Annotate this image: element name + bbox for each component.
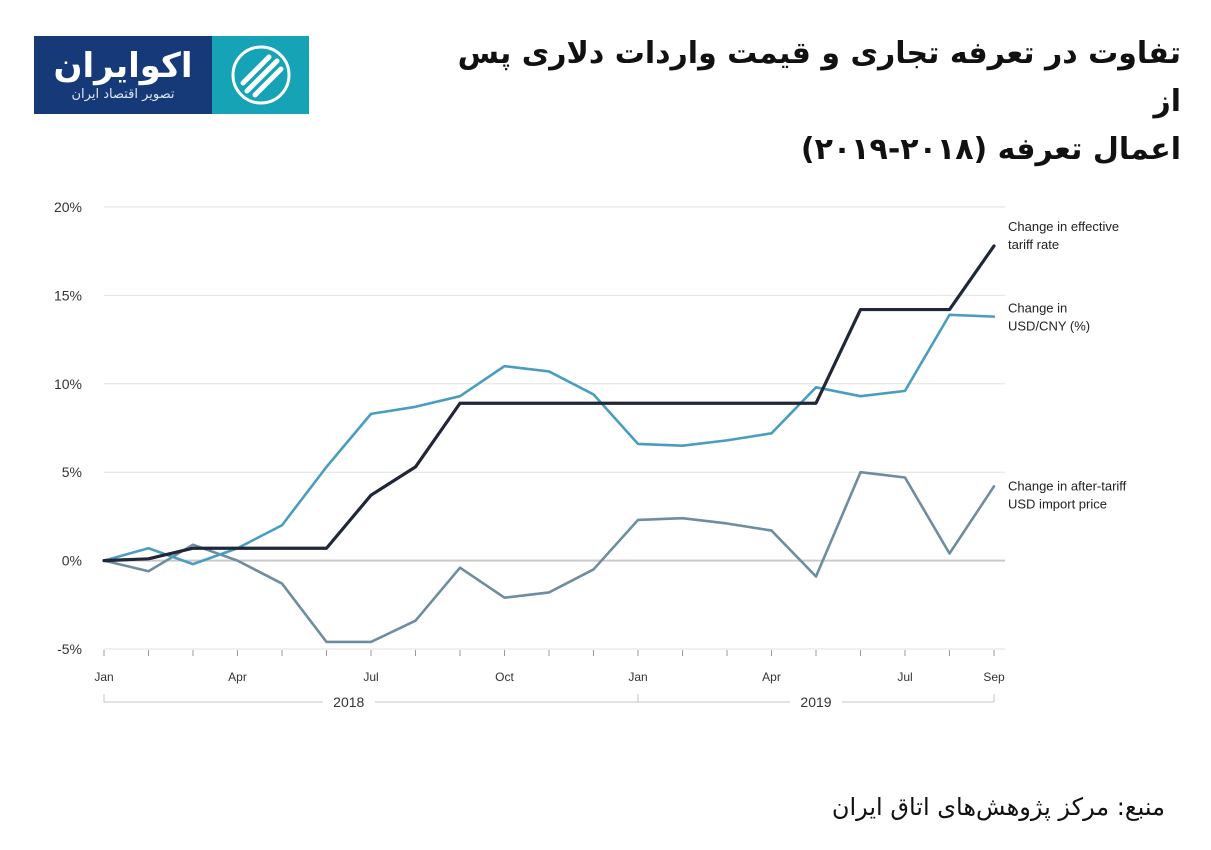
series-line bbox=[102, 470, 996, 644]
y-tick-label: 20% bbox=[54, 199, 82, 215]
year-label-bg bbox=[322, 692, 375, 712]
x-tick-label: Sep bbox=[983, 670, 1005, 684]
year-label: 2018 bbox=[333, 694, 364, 710]
chart-title: تفاوت در تعرفه تجاری و قیمت واردات دلاری… bbox=[421, 30, 1181, 174]
series-label: tariff rate bbox=[1008, 237, 1059, 252]
y-tick-label: 10% bbox=[54, 376, 82, 392]
year-label-bg bbox=[790, 692, 842, 712]
logo-emblem-icon bbox=[212, 36, 309, 114]
chart-title-line-1: تفاوت در تعرفه تجاری و قیمت واردات دلاری… bbox=[457, 36, 1181, 119]
x-tick-label: Jul bbox=[897, 670, 912, 684]
year-label: 2019 bbox=[800, 694, 831, 710]
y-tick-label: 15% bbox=[54, 287, 82, 303]
series-label: USD/CNY (%) bbox=[1008, 319, 1090, 334]
series-label: Change in after-tariff bbox=[1008, 478, 1127, 493]
series-label: USD import price bbox=[1008, 496, 1107, 511]
logo: اکوایران تصویر اقتصاد ایران bbox=[34, 36, 309, 114]
series-label: Change in effective bbox=[1008, 219, 1119, 234]
x-tick-label: Jul bbox=[363, 670, 378, 684]
series-line bbox=[102, 244, 996, 563]
logo-tagline: تصویر اقتصاد ایران bbox=[71, 87, 175, 102]
y-tick-label: 0% bbox=[62, 553, 82, 569]
x-tick-label: Apr bbox=[228, 670, 247, 684]
chart-title-line-2: اعمال تعرفه (۲۰۱۸-۲۰۱۹) bbox=[800, 132, 1181, 167]
logo-name: اکوایران bbox=[53, 46, 193, 86]
source-note: منبع: مرکز پژوهش‌های اتاق ایران bbox=[831, 793, 1165, 821]
y-tick-label: 5% bbox=[62, 464, 82, 480]
series-line bbox=[102, 313, 996, 566]
x-tick-label: Jan bbox=[94, 670, 113, 684]
x-tick-label: Oct bbox=[495, 670, 514, 684]
y-tick-label: -5% bbox=[57, 641, 82, 657]
x-tick-label: Jan bbox=[628, 670, 647, 684]
x-tick-label: Apr bbox=[762, 670, 781, 684]
series-label: Change in bbox=[1008, 301, 1067, 316]
logo-text-block: اکوایران تصویر اقتصاد ایران bbox=[34, 36, 212, 114]
